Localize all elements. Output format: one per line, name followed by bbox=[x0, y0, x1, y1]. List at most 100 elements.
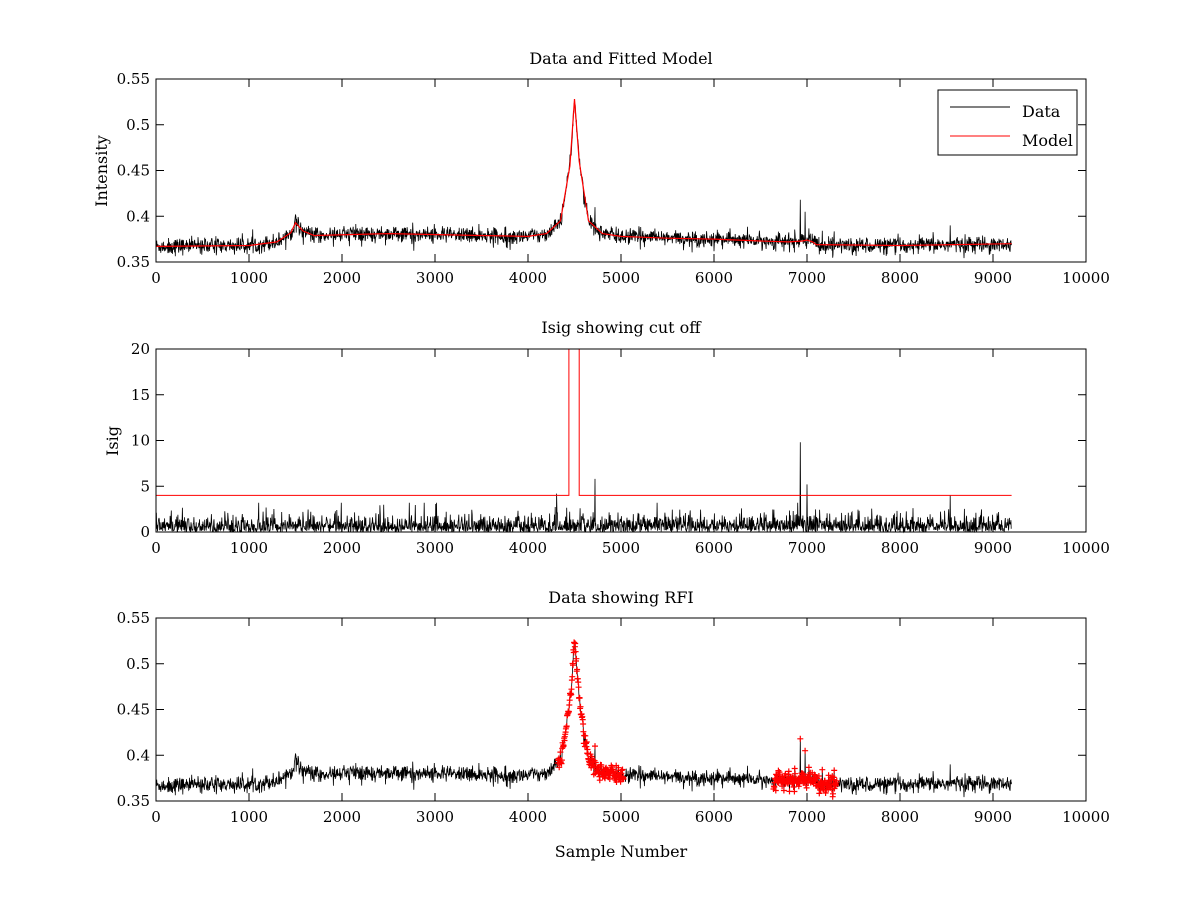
x-tick-label: 0 bbox=[151, 269, 161, 287]
rfi-point bbox=[791, 788, 798, 795]
legend-box bbox=[937, 89, 1078, 156]
panel-2: Isig showing cut off Isig 0 1000 2000 3000 4… bbox=[103, 318, 1110, 557]
x-tick-label: 9000 bbox=[974, 808, 1012, 826]
x-tick-label: 8000 bbox=[881, 808, 919, 826]
series-isig-line bbox=[155, 442, 1012, 534]
y-tick-label: 0.5 bbox=[126, 655, 150, 673]
rfi-point bbox=[575, 679, 582, 686]
rfi-point bbox=[572, 648, 579, 655]
x-tick-label: 7000 bbox=[788, 808, 826, 826]
x-tick-label: 0 bbox=[151, 808, 161, 826]
rfi-point bbox=[558, 757, 565, 764]
rfi-point bbox=[573, 655, 580, 662]
x-tick-label: 4000 bbox=[509, 539, 547, 557]
rfi-point bbox=[583, 739, 590, 745]
panel-1-legend: Data Model bbox=[937, 89, 1078, 156]
y-tick-label: 0.35 bbox=[117, 792, 150, 810]
x-tick-label: 5000 bbox=[602, 269, 640, 287]
rfi-point bbox=[780, 787, 787, 794]
panel-1-plot-area bbox=[155, 99, 1012, 259]
rfi-point bbox=[556, 764, 563, 771]
rfi-point bbox=[618, 767, 625, 774]
rfi-point bbox=[805, 764, 812, 771]
x-tick-label: 3000 bbox=[416, 808, 454, 826]
y-tick-label: 15 bbox=[131, 386, 150, 404]
x-tick-label: 3000 bbox=[416, 539, 454, 557]
rfi-point bbox=[619, 766, 626, 773]
rfi-point bbox=[592, 743, 598, 750]
panel-1: Data and Fitted Model Intensity 0 1000 200… bbox=[92, 49, 1110, 287]
x-tick-label: 2000 bbox=[323, 269, 361, 287]
x-tick-label: 1000 bbox=[230, 808, 268, 826]
rfi-point bbox=[606, 776, 613, 782]
legend-data-label: Data bbox=[1022, 102, 1061, 121]
panel-3-title: Data showing RFI bbox=[548, 588, 693, 607]
y-tick-label: 0.4 bbox=[126, 207, 150, 225]
y-tick-label: 0.4 bbox=[126, 746, 150, 764]
panel-3-x-ticks: 0 1000 2000 3000 4000 5000 6000 7000 8000 9000 100… bbox=[151, 618, 1110, 826]
rfi-point bbox=[785, 768, 792, 775]
rfi-point bbox=[574, 666, 581, 673]
rfi-point bbox=[576, 695, 583, 701]
x-tick-label: 10000 bbox=[1062, 539, 1110, 557]
rfi-point bbox=[615, 764, 622, 771]
panel-3-axes-box bbox=[155, 617, 1087, 802]
rfi-point bbox=[557, 749, 564, 756]
rfi-point bbox=[596, 777, 603, 784]
y-tick-label: 0.45 bbox=[117, 162, 150, 180]
rfi-point bbox=[582, 732, 589, 739]
panel-3: Data showing RFI Sample Number 0 1000 2000… bbox=[117, 588, 1110, 861]
x-tick-label: 9000 bbox=[974, 269, 1012, 287]
legend-model-label: Model bbox=[1022, 131, 1073, 150]
y-tick-label: 0 bbox=[140, 523, 150, 541]
rfi-point bbox=[568, 686, 575, 693]
rfi-point bbox=[792, 770, 799, 777]
x-tick-label: 5000 bbox=[602, 539, 640, 557]
y-tick-label: 0.35 bbox=[117, 253, 150, 271]
rfi-point bbox=[565, 708, 572, 715]
x-tick-label: 2000 bbox=[323, 808, 361, 826]
rfi-point bbox=[796, 780, 803, 787]
panel-1-axes-box bbox=[155, 78, 1087, 263]
panel-2-ylabel: Isig bbox=[103, 426, 122, 456]
rfi-point bbox=[830, 774, 837, 781]
y-tick-label: 0.55 bbox=[117, 609, 150, 627]
panel-1-x-ticks: 0 1000 2000 3000 4000 5000 6000 7000 8000 9000 100… bbox=[151, 79, 1110, 287]
series-data-line bbox=[155, 103, 1012, 259]
rfi-point bbox=[831, 767, 838, 774]
x-tick-label: 10000 bbox=[1062, 808, 1110, 826]
rfi-point bbox=[568, 691, 575, 698]
x-tick-label: 9000 bbox=[974, 539, 1012, 557]
panel-2-y-ticks: 0 5 10 15 20 bbox=[131, 340, 1086, 541]
panel-3-y-ticks: 0.35 0.4 0.45 0.5 0.55 bbox=[117, 609, 1086, 810]
rfi-markers bbox=[554, 639, 840, 800]
rfi-point bbox=[570, 662, 576, 669]
x-tick-label: 7000 bbox=[788, 539, 826, 557]
x-tick-label: 8000 bbox=[881, 269, 919, 287]
x-tick-label: 6000 bbox=[695, 539, 733, 557]
rfi-point bbox=[799, 770, 806, 777]
rfi-point bbox=[802, 747, 809, 754]
panel-1-y-ticks: 0.35 0.4 0.45 0.5 0.55 bbox=[117, 70, 1086, 271]
x-tick-label: 4000 bbox=[509, 808, 547, 826]
x-tick-label: 6000 bbox=[695, 808, 733, 826]
x-tick-label: 2000 bbox=[323, 539, 361, 557]
rfi-point bbox=[620, 776, 627, 782]
rfi-point bbox=[815, 773, 822, 779]
rfi-point bbox=[822, 790, 829, 796]
y-tick-label: 0.45 bbox=[117, 701, 150, 719]
x-tick-label: 10000 bbox=[1062, 269, 1110, 287]
x-tick-label: 5000 bbox=[602, 808, 640, 826]
series-model-line bbox=[155, 99, 1012, 247]
x-tick-label: 6000 bbox=[695, 269, 733, 287]
rfi-point bbox=[566, 697, 573, 704]
panel-2-axes-box bbox=[155, 348, 1087, 533]
rfi-point bbox=[580, 721, 587, 727]
panel-3-plot-area bbox=[155, 639, 1012, 800]
x-tick-label: 1000 bbox=[230, 269, 268, 287]
y-tick-label: 10 bbox=[131, 432, 150, 450]
rfi-point bbox=[833, 777, 840, 784]
rfi-point bbox=[772, 787, 779, 794]
x-tick-label: 8000 bbox=[881, 539, 919, 557]
